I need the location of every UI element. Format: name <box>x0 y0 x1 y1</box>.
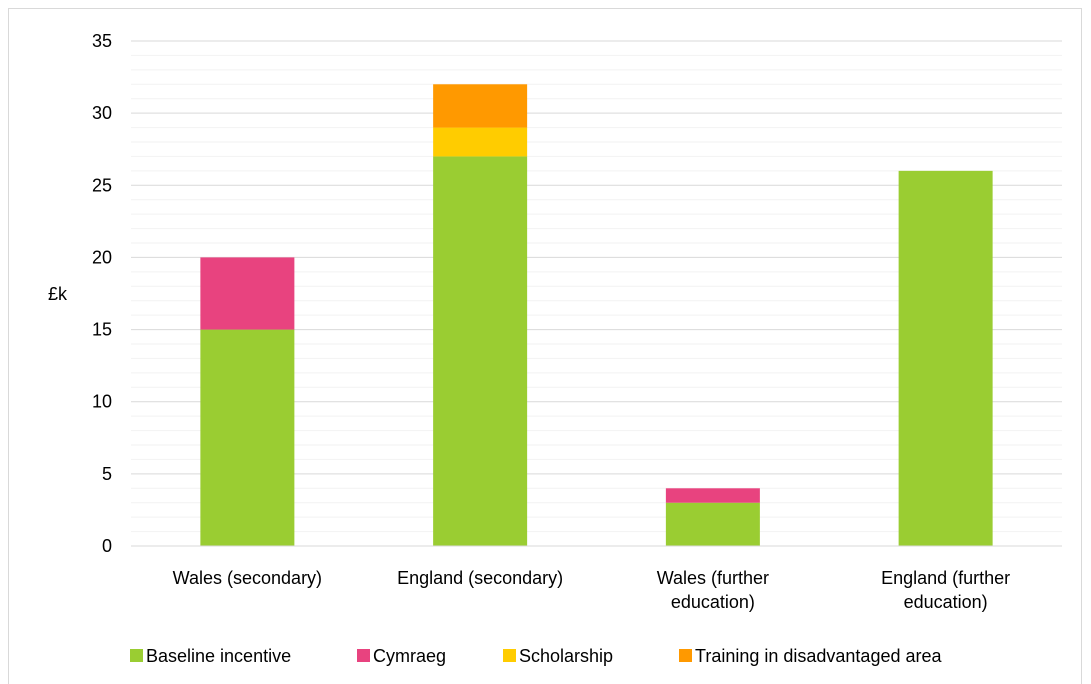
legend-swatch <box>503 649 516 662</box>
bar-segment-cymraeg <box>200 257 295 330</box>
bar-segment-baseline-incentive <box>665 502 760 546</box>
bar-segment-baseline-incentive <box>898 170 993 546</box>
legend-swatch <box>357 649 370 662</box>
legend-label: Training in disadvantaged area <box>695 646 942 666</box>
legend-swatch <box>130 649 143 662</box>
legend-label: Baseline incentive <box>146 646 291 666</box>
x-category-label: education) <box>671 592 755 612</box>
y-tick-label: 20 <box>92 247 112 267</box>
x-category-label: Wales (further <box>657 568 769 588</box>
legend-label: Scholarship <box>519 646 613 666</box>
y-tick-label: 0 <box>102 536 112 556</box>
bar-segment-baseline-incentive <box>200 329 295 546</box>
bar-segment-scholarship <box>433 127 528 157</box>
legend-swatch <box>679 649 692 662</box>
y-tick-label: 15 <box>92 320 112 340</box>
x-category-label: Wales (secondary) <box>173 568 322 588</box>
bar-segment-cymraeg <box>665 488 760 503</box>
x-category-label: education) <box>904 592 988 612</box>
legend-label: Cymraeg <box>373 646 446 666</box>
bar-series <box>200 84 993 546</box>
y-tick-label: 35 <box>92 31 112 51</box>
y-axis-ticks: 0 5 10 15 20 25 30 35 <box>92 31 112 556</box>
y-tick-label: 10 <box>92 392 112 412</box>
x-category-label: England (secondary) <box>397 568 563 588</box>
y-axis-label: £k <box>48 284 68 304</box>
bar-segment-training-in-disadvantaged-area <box>433 84 528 128</box>
y-tick-label: 30 <box>92 103 112 123</box>
x-axis-categories: Wales (secondary) England (secondary) Wale… <box>173 568 1010 612</box>
y-tick-label: 5 <box>102 464 112 484</box>
bar-segment-baseline-incentive <box>433 156 528 546</box>
x-category-label: England (further <box>881 568 1010 588</box>
y-tick-label: 25 <box>92 175 112 195</box>
legend: Baseline incentive Cymraeg Scholarship Trai… <box>130 646 942 666</box>
